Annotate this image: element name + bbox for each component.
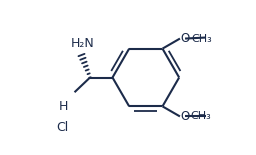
Text: O: O [180, 32, 190, 45]
Text: H₂N: H₂N [71, 37, 95, 50]
Text: CH₃: CH₃ [191, 34, 212, 44]
Text: Cl: Cl [56, 121, 68, 134]
Text: CH₃: CH₃ [191, 111, 211, 121]
Text: H: H [59, 100, 68, 113]
Text: O: O [180, 110, 190, 123]
